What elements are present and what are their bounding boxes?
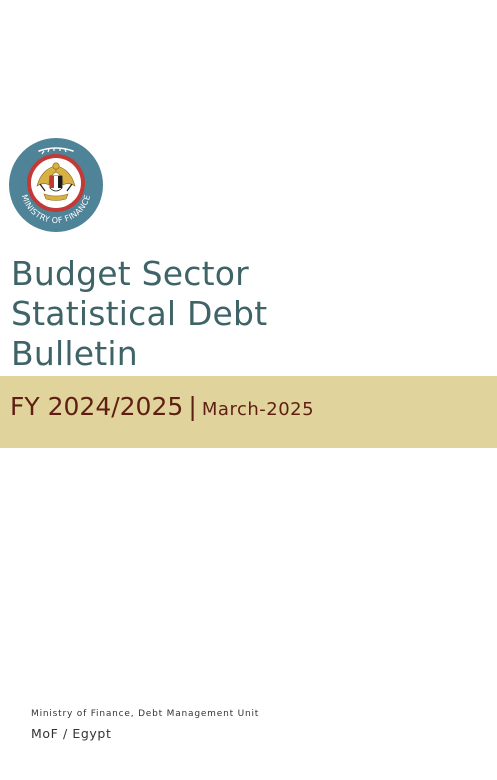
period-separator: | <box>188 392 197 421</box>
footer-country: MoF / Egypt <box>31 726 112 741</box>
bulletin-title: Budget Sector Statistical Debt Bulletin <box>11 254 267 374</box>
period-text: FY 2024/2025 | March-2025 <box>10 392 314 421</box>
period-band: FY 2024/2025 | March-2025 <box>0 376 497 448</box>
ministry-of-finance-logo: MINISTRY OF FINANCE <box>7 136 105 234</box>
footer-unit: Ministry of Finance, Debt Management Uni… <box>31 709 260 719</box>
report-month: March-2025 <box>201 399 315 420</box>
fiscal-year: FY 2024/2025 <box>10 392 184 421</box>
title-line-2: Statistical Debt <box>11 294 268 333</box>
title-line-1: Budget Sector <box>11 254 249 293</box>
egypt-eagle-emblem-icon: MINISTRY OF FINANCE <box>9 138 103 232</box>
title-line-3: Bulletin <box>11 334 138 373</box>
